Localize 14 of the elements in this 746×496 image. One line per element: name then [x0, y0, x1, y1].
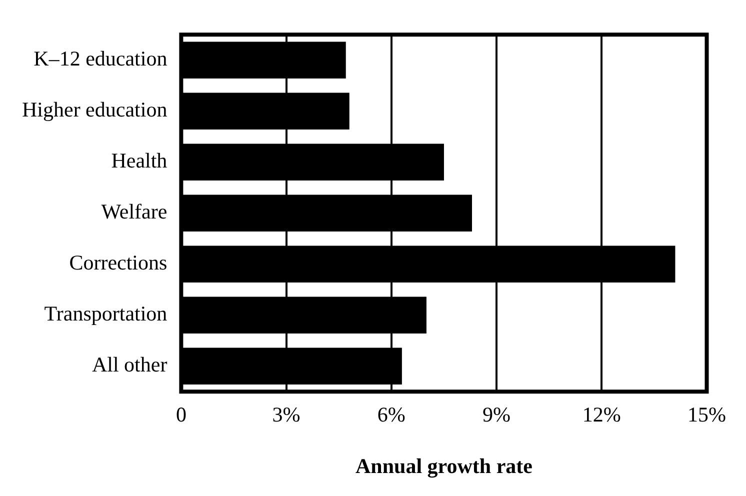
y-tick-label: Health [111, 148, 168, 173]
x-tick-label: 3% [272, 402, 300, 427]
x-tick-label: 6% [377, 402, 406, 427]
x-axis-title: Annual growth rate [356, 454, 532, 478]
y-tick-label: Higher education [22, 98, 168, 122]
x-tick-label: 12% [582, 402, 621, 427]
y-tick-label: K–12 education [34, 46, 168, 71]
y-tick-label: All other [92, 352, 168, 377]
x-tick-label: 9% [482, 402, 511, 427]
y-tick-label: Corrections [69, 250, 168, 275]
x-tick-label: 15% [688, 402, 726, 427]
x-tick-label: 0 [176, 402, 186, 427]
y-tick-label: Transportation [44, 302, 168, 326]
y-tick-label: Welfare [101, 200, 168, 224]
